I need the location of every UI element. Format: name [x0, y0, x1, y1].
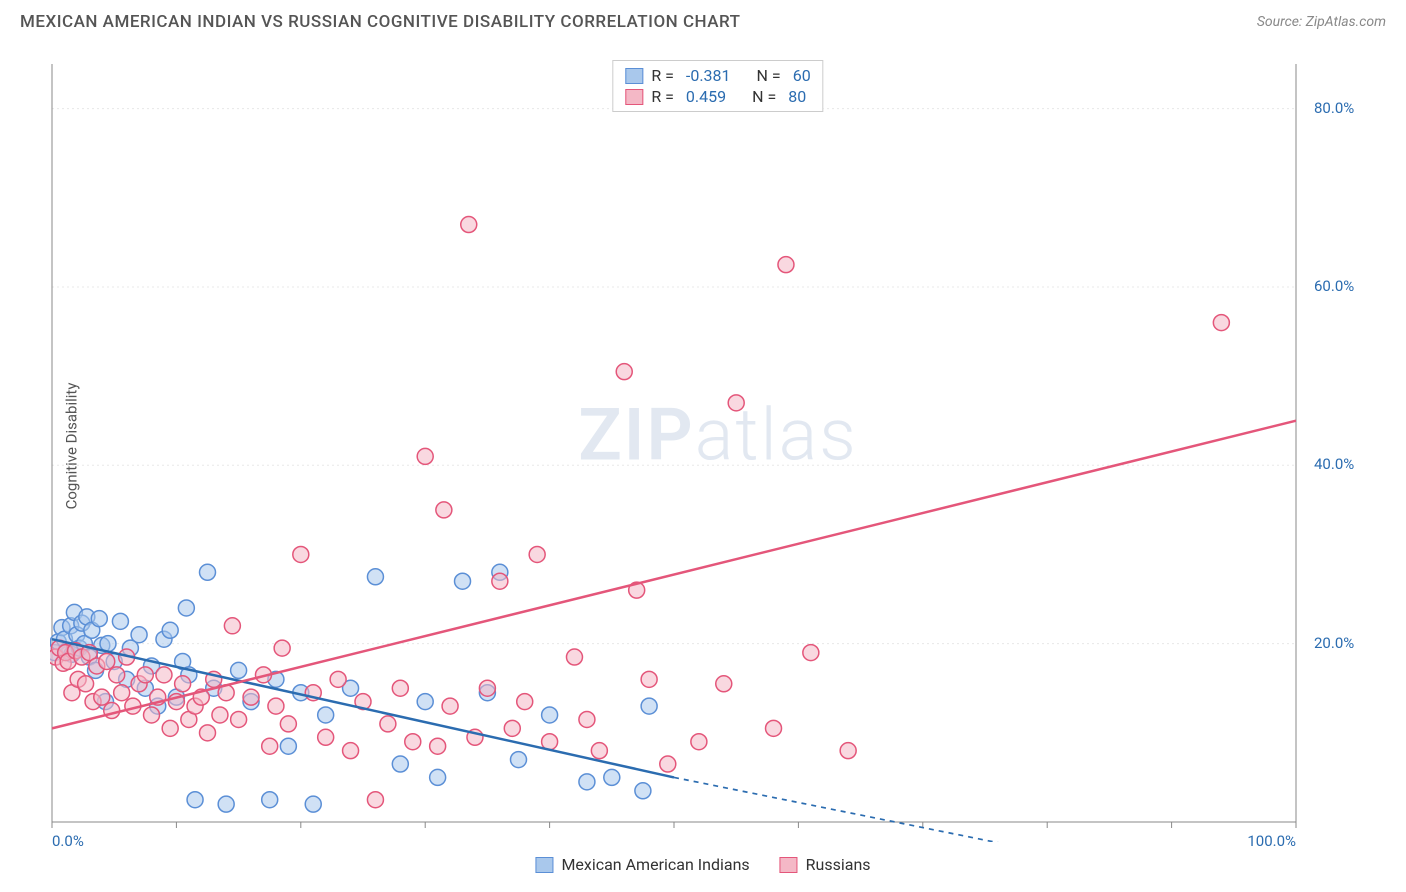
axis-tick-label: 100.0%: [1247, 832, 1296, 850]
axis-tick-label: 20.0%: [1314, 634, 1354, 652]
legend-swatch-1: [625, 89, 643, 105]
chart-area: ZIPatlas R = -0.381 N = 60 R = 0.459 N =…: [50, 60, 1386, 842]
legend-r-label-1: R =: [651, 87, 674, 106]
legend-r-value-1: 0.459: [686, 87, 726, 106]
legend-item-swatch-1: [780, 857, 798, 873]
legend-item-1: Russians: [780, 855, 871, 874]
chart-source: Source: ZipAtlas.com: [1257, 14, 1386, 30]
legend-n-label-0: N =: [757, 66, 781, 85]
legend-n-label-1: N =: [752, 87, 776, 106]
legend-row-series-0: R = -0.381 N = 60: [625, 65, 810, 86]
scatter-plot: [50, 60, 1386, 842]
legend-row-series-1: R = 0.459 N = 80: [625, 86, 810, 107]
legend-item-label-1: Russians: [806, 855, 871, 874]
legend-item-0: Mexican American Indians: [535, 855, 749, 874]
correlation-legend: R = -0.381 N = 60 R = 0.459 N = 80: [612, 60, 823, 112]
series-legend: Mexican American Indians Russians: [535, 855, 870, 874]
legend-swatch-0: [625, 68, 643, 84]
chart-header: MEXICAN AMERICAN INDIAN VS RUSSIAN COGNI…: [0, 0, 1406, 40]
legend-r-value-0: -0.381: [686, 66, 731, 85]
chart-title: MEXICAN AMERICAN INDIAN VS RUSSIAN COGNI…: [20, 12, 741, 32]
legend-item-label-0: Mexican American Indians: [561, 855, 749, 874]
axis-tick-label: 40.0%: [1314, 455, 1354, 473]
axis-tick-label: 0.0%: [52, 832, 84, 850]
legend-r-label-0: R =: [651, 66, 674, 85]
axis-tick-label: 60.0%: [1314, 277, 1354, 295]
legend-item-swatch-0: [535, 857, 553, 873]
axis-tick-label: 80.0%: [1314, 99, 1354, 117]
legend-n-value-1: 80: [788, 87, 806, 106]
legend-n-value-0: 60: [793, 66, 811, 85]
